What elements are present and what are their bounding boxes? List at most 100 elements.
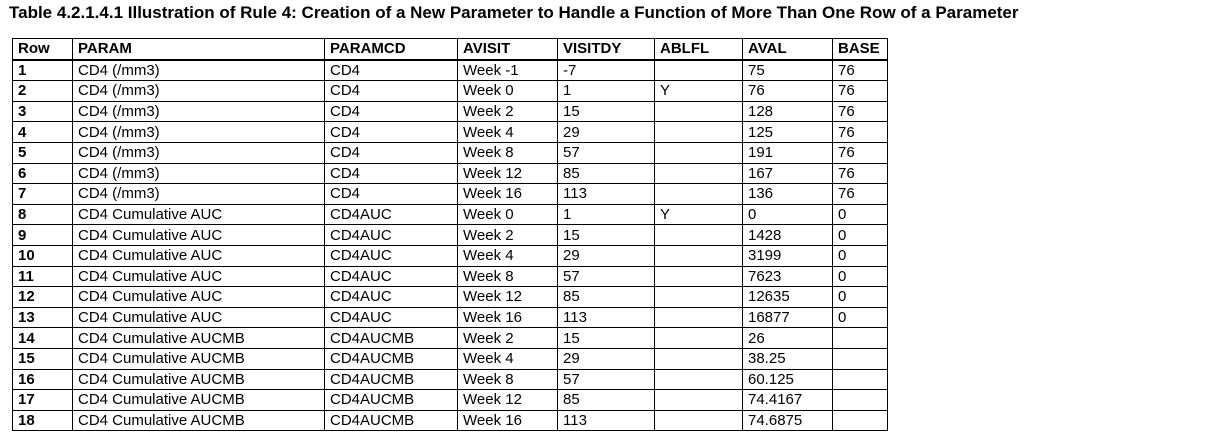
cell-ablfl — [654, 162, 743, 185]
cell-param: CD4 Cumulative AUCMB — [72, 347, 325, 370]
cell-avisit: Week 12 — [457, 286, 558, 308]
cell-ablfl — [654, 183, 743, 205]
cell-row-number: 8 — [12, 203, 73, 226]
cell-param: CD4 (/mm3) — [72, 162, 325, 185]
cell-param: CD4 (/mm3) — [72, 183, 325, 205]
cell-avisit: Week 2 — [457, 224, 558, 246]
cell-paramcd: CD4AUCMB — [324, 327, 458, 349]
cell-param: CD4 (/mm3) — [72, 80, 325, 102]
table-body: 1 CD4 (/mm3) CD4 Week -1 -7 75 76 2 CD4 (/mm3) CD… — [12, 59, 888, 432]
cell-ablfl — [654, 347, 743, 370]
cell-visitdy: 29 — [557, 121, 655, 143]
cell-visitdy: 15 — [557, 100, 655, 123]
column-header-aval: AVAL — [742, 37, 833, 61]
cell-base: 0 — [832, 244, 888, 267]
cell-base: 0 — [832, 224, 888, 246]
cell-param: CD4 Cumulative AUC — [72, 306, 325, 329]
cell-row-number: 2 — [12, 80, 73, 102]
cell-avisit: Week 12 — [457, 162, 558, 185]
cell-base: 0 — [832, 265, 888, 288]
cell-base: 76 — [832, 100, 888, 123]
column-header-avisit: AVISIT — [457, 37, 558, 61]
cell-aval: 0 — [742, 203, 833, 226]
table-row: 13 CD4 Cumulative AUC CD4AUC Week 16 113 1687… — [12, 306, 888, 329]
cell-visitdy: 29 — [557, 244, 655, 267]
table-row: 7 CD4 (/mm3) CD4 Week 16 113 136 76 — [12, 183, 888, 205]
table-row: 14 CD4 Cumulative AUCMB CD4AUCMB Week 2 15 26 — [12, 327, 888, 349]
cell-aval: 76 — [742, 80, 833, 102]
cell-paramcd: CD4 — [324, 100, 458, 123]
cell-ablfl — [654, 244, 743, 267]
cell-row-number: 7 — [12, 183, 73, 205]
cell-paramcd: CD4AUCMB — [324, 368, 458, 391]
cell-avisit: Week 2 — [457, 100, 558, 123]
cell-visitdy: 15 — [557, 327, 655, 349]
cell-aval: 12635 — [742, 286, 833, 308]
cell-visitdy: 57 — [557, 265, 655, 288]
cell-aval: 191 — [742, 141, 833, 164]
cell-row-number: 6 — [12, 162, 73, 185]
cell-base: 76 — [832, 121, 888, 143]
table-row: 12 CD4 Cumulative AUC CD4AUC Week 12 85 12635… — [12, 286, 888, 308]
column-header-ablfl: ABLFL — [654, 37, 743, 61]
cell-aval: 38.25 — [742, 347, 833, 370]
cell-param: CD4 Cumulative AUC — [72, 224, 325, 246]
cell-paramcd: CD4 — [324, 162, 458, 185]
cell-avisit: Week 2 — [457, 327, 558, 349]
cell-param: CD4 (/mm3) — [72, 141, 325, 164]
cell-row-number: 14 — [12, 327, 73, 349]
cell-ablfl: Y — [654, 80, 743, 102]
cell-row-number: 3 — [12, 100, 73, 123]
cell-ablfl — [654, 368, 743, 391]
cell-row-number: 11 — [12, 265, 73, 288]
cell-base: 76 — [832, 162, 888, 185]
cell-ablfl — [654, 306, 743, 329]
cell-aval: 128 — [742, 100, 833, 123]
cell-ablfl — [654, 409, 743, 432]
cell-ablfl — [654, 59, 743, 82]
cell-aval: 74.4167 — [742, 389, 833, 411]
cell-row-number: 13 — [12, 306, 73, 329]
cell-base — [832, 409, 888, 432]
cell-row-number: 17 — [12, 389, 73, 411]
cell-row-number: 9 — [12, 224, 73, 246]
cell-base: 0 — [832, 306, 888, 329]
cell-avisit: Week 8 — [457, 368, 558, 391]
table-row: 11 CD4 Cumulative AUC CD4AUC Week 8 57 7623 0 — [12, 265, 888, 288]
cell-paramcd: CD4 — [324, 141, 458, 164]
cell-visitdy: 113 — [557, 306, 655, 329]
cell-visitdy: 57 — [557, 141, 655, 164]
cell-paramcd: CD4 — [324, 183, 458, 205]
cell-param: CD4 Cumulative AUC — [72, 203, 325, 226]
cell-param: CD4 Cumulative AUCMB — [72, 389, 325, 411]
cell-visitdy: 113 — [557, 183, 655, 205]
cell-paramcd: CD4AUC — [324, 265, 458, 288]
cell-visitdy: 15 — [557, 224, 655, 246]
cell-visitdy: 1 — [557, 80, 655, 102]
column-header-row: Row — [12, 37, 73, 61]
cell-ablfl — [654, 141, 743, 164]
cell-ablfl — [654, 121, 743, 143]
cell-aval: 167 — [742, 162, 833, 185]
cell-visitdy: 85 — [557, 286, 655, 308]
table-row: 9 CD4 Cumulative AUC CD4AUC Week 2 15 1428 0 — [12, 224, 888, 246]
cell-paramcd: CD4 — [324, 59, 458, 82]
cell-avisit: Week 4 — [457, 121, 558, 143]
table-row: 2 CD4 (/mm3) CD4 Week 0 1 Y 76 76 — [12, 80, 888, 102]
table-caption: Table 4.2.1.4.1 Illustration of Rule 4: … — [9, 3, 1019, 22]
cell-paramcd: CD4AUC — [324, 224, 458, 246]
column-header-param: PARAM — [72, 37, 325, 61]
cell-param: CD4 Cumulative AUC — [72, 265, 325, 288]
cell-base: 0 — [832, 203, 888, 226]
cell-base — [832, 347, 888, 370]
cell-param: CD4 Cumulative AUCMB — [72, 327, 325, 349]
column-header-visitdy: VISITDY — [557, 37, 655, 61]
cell-base — [832, 327, 888, 349]
cell-avisit: Week 0 — [457, 80, 558, 102]
cell-base: 76 — [832, 141, 888, 164]
cell-visitdy: -7 — [557, 59, 655, 82]
cell-visitdy: 113 — [557, 409, 655, 432]
cell-param: CD4 Cumulative AUC — [72, 286, 325, 308]
table-row: 6 CD4 (/mm3) CD4 Week 12 85 167 76 — [12, 162, 888, 185]
